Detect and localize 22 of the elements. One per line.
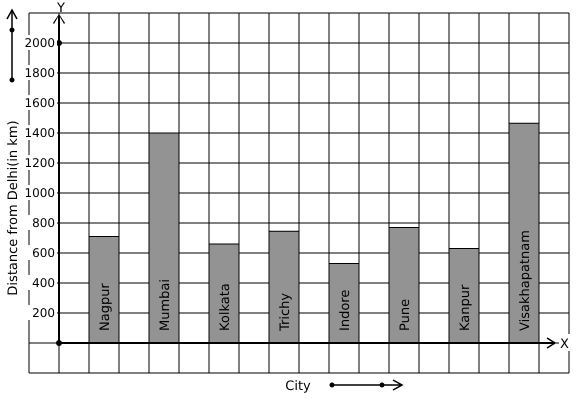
x-tick-label: Visakhapatnam bbox=[518, 230, 533, 331]
y-axis-title: Distance from Delhi(in km) bbox=[6, 120, 21, 296]
x-tick-label: Kanpur bbox=[458, 284, 473, 331]
y-tick-label: 1200 bbox=[24, 156, 55, 170]
y-tick-label: 1000 bbox=[24, 186, 55, 200]
y-tick-label: 1800 bbox=[24, 66, 55, 80]
y-tick-label: 200 bbox=[32, 306, 55, 320]
x-tick-label: Nagpur bbox=[98, 282, 113, 331]
annotation: Y bbox=[56, 1, 66, 16]
x-tick-label: Indore bbox=[338, 290, 353, 331]
x-axis-title: City bbox=[285, 379, 312, 394]
annotation: X bbox=[560, 337, 569, 352]
x-tick-label: Kolkata bbox=[218, 283, 233, 331]
x-tick-label: Mumbai bbox=[158, 279, 173, 331]
y-tick-label: 600 bbox=[32, 246, 55, 260]
x-tick-label: Pune bbox=[398, 298, 413, 331]
y-tick-label: 400 bbox=[32, 276, 55, 290]
y-tick-label: 2000 bbox=[24, 36, 55, 50]
x-tick-label: Trichy bbox=[278, 292, 293, 332]
y-tick-label: 1400 bbox=[24, 126, 55, 140]
y-tick-label: 800 bbox=[32, 216, 55, 230]
y-tick-label: 1600 bbox=[24, 96, 55, 110]
